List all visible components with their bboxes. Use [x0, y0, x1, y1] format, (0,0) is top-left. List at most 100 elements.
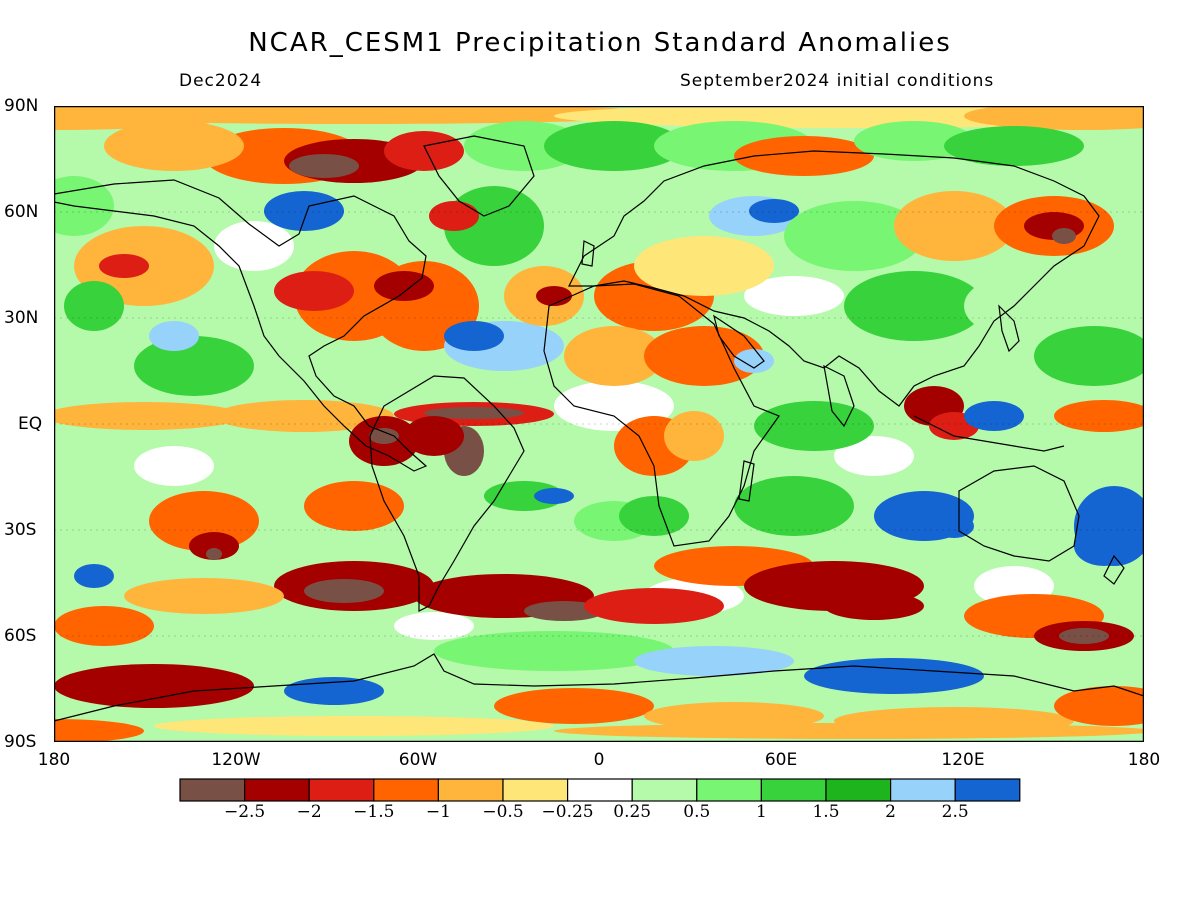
anomaly-region-strong-wet	[749, 199, 799, 223]
anomaly-region-mild-dry	[894, 191, 1014, 261]
coastline-antarctica	[54, 653, 1144, 722]
anomaly-field	[54, 106, 1144, 742]
colorbar-tick-label: −2	[296, 802, 322, 822]
anomaly-region-moderate-wet	[64, 281, 124, 331]
lon-label-0: 0	[593, 750, 605, 770]
lat-label-90n: 90N	[4, 96, 39, 116]
anomaly-region-strong-dry	[1059, 628, 1109, 644]
coastline-indonesia	[913, 415, 1065, 452]
anomaly-region-dry	[384, 131, 464, 171]
anomaly-region-strong-wet	[284, 677, 384, 705]
anomaly-region-mild-wet	[854, 121, 974, 161]
colorbar-tick-label: 0.25	[613, 802, 652, 822]
anomaly-region-very-wet	[734, 349, 774, 373]
coastline-japan	[998, 304, 1020, 353]
colorbar-swatch	[437, 778, 504, 802]
colorbar-swatch	[631, 778, 698, 802]
lon-label-180e: 180	[1127, 750, 1161, 770]
coastline-australia	[958, 465, 1080, 562]
anomaly-region-slight-dry	[154, 716, 554, 736]
anomaly-region-strong-wet	[964, 401, 1024, 431]
anomaly-region-moderate-dry	[304, 481, 404, 531]
anomaly-region-mild-dry	[214, 400, 394, 432]
anomaly-region-dry	[584, 588, 724, 624]
neutral-patch	[134, 446, 214, 486]
colorbar-swatch	[373, 778, 440, 802]
coastline-greenland	[423, 135, 535, 217]
anomaly-region-very-wet	[634, 646, 794, 676]
forecast-month: Dec2024	[179, 71, 263, 91]
map-frame-border	[54, 106, 1144, 742]
anomaly-region-strong-dry	[424, 407, 524, 419]
neutral-patch	[394, 612, 474, 640]
anomaly-region-mild-dry	[564, 326, 664, 386]
colorbar	[179, 778, 1021, 802]
anomaly-region-moderate-dry	[734, 136, 874, 176]
lon-label-120w: 120W	[211, 750, 261, 770]
coastline-north-america	[54, 179, 428, 472]
colorbar-swatch	[567, 778, 633, 802]
anomaly-region-very-dry	[374, 271, 434, 301]
anomaly-region-strong-dry	[369, 428, 399, 444]
lat-label-60s: 60S	[4, 626, 37, 646]
anomaly-region-strong-wet	[444, 321, 504, 351]
anomaly-region-dry	[99, 254, 149, 278]
lon-label-120e: 120E	[941, 750, 985, 770]
coastline-arabia	[713, 314, 765, 369]
neutral-patch	[214, 221, 294, 271]
map-title: NCAR_CESM1 Precipitation Standard Anomal…	[248, 28, 952, 58]
anomaly-region-moderate-dry	[1054, 400, 1144, 432]
anomaly-region-moderate-dry	[644, 326, 764, 386]
anomaly-region-mild-dry	[554, 723, 1144, 739]
anomaly-region-very-wet	[149, 321, 199, 351]
anomaly-region-mild-dry	[54, 402, 244, 430]
anomaly-region-mild-wet	[784, 201, 924, 271]
anomaly-region-strong-wet	[934, 514, 974, 538]
anomaly-region-mild-dry	[644, 702, 824, 730]
anomaly-region-moderate-wet	[844, 271, 984, 341]
coastline-south-america	[369, 375, 525, 612]
anomaly-region-dry	[274, 271, 354, 311]
colorbar-swatch	[502, 778, 569, 802]
anomaly-region-strong-dry	[289, 154, 359, 178]
anomaly-region-strong-dry	[1052, 228, 1076, 244]
colorbar-tick-label: 2.5	[941, 802, 969, 822]
colorbar-swatch	[825, 778, 892, 802]
anomaly-region-strong-wet	[74, 564, 114, 588]
colorbar-swatch	[243, 778, 310, 802]
colorbar-tick-label: 2	[885, 802, 896, 822]
initial-conditions-label: September2024 initial conditions	[680, 71, 995, 91]
anomaly-region-moderate-wet	[619, 496, 689, 536]
anomaly-region-moderate-wet	[484, 481, 564, 511]
colorbar-tick-label: −0.25	[541, 802, 594, 822]
colorbar-swatch	[889, 778, 956, 802]
lat-label-90s: 90S	[4, 732, 37, 752]
anomaly-region-moderate-wet	[754, 401, 874, 451]
colorbar-swatch	[696, 778, 762, 802]
anomaly-region-moderate-wet	[734, 476, 854, 536]
anomaly-region-slight-dry	[634, 236, 774, 296]
anomaly-region-strong-dry	[304, 579, 384, 603]
anomaly-region-strong-wet	[264, 191, 344, 231]
anomaly-region-very-dry	[536, 286, 572, 306]
colorbar-tick-label: 0.5	[683, 802, 711, 822]
anomaly-region-mild-dry	[124, 578, 284, 614]
neutral-patch	[744, 276, 844, 316]
anomaly-region-mild-dry	[104, 121, 244, 171]
lat-label-60n: 60N	[4, 202, 39, 222]
precipitation-anomaly-map	[54, 106, 1144, 742]
lat-label-30n: 30N	[4, 308, 39, 328]
colorbar-tick-label: −1.5	[353, 802, 395, 822]
neutral-patch	[834, 436, 914, 476]
coastline-madagascar	[738, 460, 755, 502]
anomaly-region-moderate-dry	[494, 688, 654, 724]
anomaly-region-strong-wet	[534, 488, 574, 504]
colorbar-tick-label: −2.5	[223, 802, 266, 822]
anomaly-region-very-dry	[84, 681, 184, 701]
coastline-eurasia	[568, 150, 1100, 407]
colorbar-swatch	[760, 778, 827, 802]
coastline-india	[823, 364, 855, 428]
colorbar-tick-label: −1	[425, 802, 451, 822]
coastline-africa	[543, 283, 780, 547]
